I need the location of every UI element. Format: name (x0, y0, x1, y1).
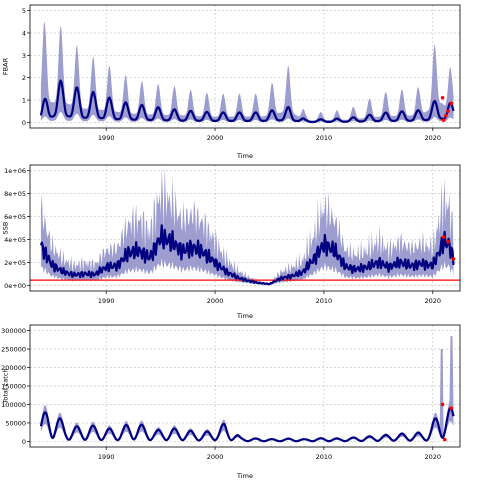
data-point (444, 113, 448, 118)
confidence-band (40, 336, 454, 442)
y-axis-label: Total catch (1, 368, 9, 404)
x-axis-label: Time (236, 472, 253, 480)
series-line (39, 406, 455, 443)
y-tick-label: 1 (22, 97, 26, 105)
y-tick-label: 150000 (1, 383, 26, 391)
y-axis-label: SSB (1, 222, 9, 235)
data-point (441, 118, 446, 122)
y-tick-label: 250000 (1, 346, 26, 354)
x-tick-label: 2010 (316, 453, 333, 461)
y-tick-label: 5 (22, 7, 26, 15)
y-tick-label: 0 (22, 119, 26, 127)
plot-frame (29, 164, 461, 292)
y-tick-label: 0e+00 (4, 282, 26, 290)
x-tick-label: 1990 (98, 134, 115, 142)
x-axis-label: Time (236, 152, 253, 160)
y-tick-label: 6e+05 (4, 213, 26, 221)
x-tick-label: 2000 (207, 453, 224, 461)
data-point (449, 406, 454, 410)
x-tick-label: 1990 (98, 297, 115, 305)
y-tick-label: 100000 (1, 401, 26, 409)
data-point (446, 239, 450, 244)
series-line (39, 224, 455, 286)
y-tick-label: 3 (22, 52, 26, 60)
x-tick-label: 2010 (316, 297, 333, 305)
data-point (440, 402, 445, 407)
y-axis-label: FBAR (1, 57, 9, 75)
y-tick-label: 1e+06 (4, 167, 26, 175)
data-point (440, 96, 445, 100)
data-point (446, 109, 450, 114)
x-tick-label: 2010 (316, 134, 333, 142)
x-tick-label: 1990 (98, 453, 115, 461)
data-point (442, 437, 447, 442)
data-point (451, 257, 456, 261)
confidence-band (40, 21, 454, 123)
y-tick-label: 4 (22, 29, 26, 37)
x-tick-label: 2000 (207, 134, 224, 142)
x-tick-label: 2020 (425, 297, 442, 305)
y-tick-label: 50000 (5, 419, 26, 427)
x-tick-label: 2020 (425, 453, 442, 461)
y-tick-label: 2e+05 (4, 259, 26, 267)
y-tick-label: 200000 (1, 364, 26, 372)
y-tick-label: 300000 (1, 327, 26, 335)
series-line (39, 79, 455, 124)
x-tick-label: 2000 (207, 297, 224, 305)
y-tick-label: 0 (22, 438, 26, 446)
y-tick-label: 4e+05 (4, 236, 26, 244)
plot-frame (29, 4, 461, 129)
data-point (449, 101, 454, 106)
x-axis-label: Time (236, 312, 253, 320)
y-tick-label: 8e+05 (4, 190, 26, 198)
y-tick-label: 2 (22, 74, 26, 82)
data-point (441, 235, 446, 239)
x-tick-label: 2020 (425, 134, 442, 142)
